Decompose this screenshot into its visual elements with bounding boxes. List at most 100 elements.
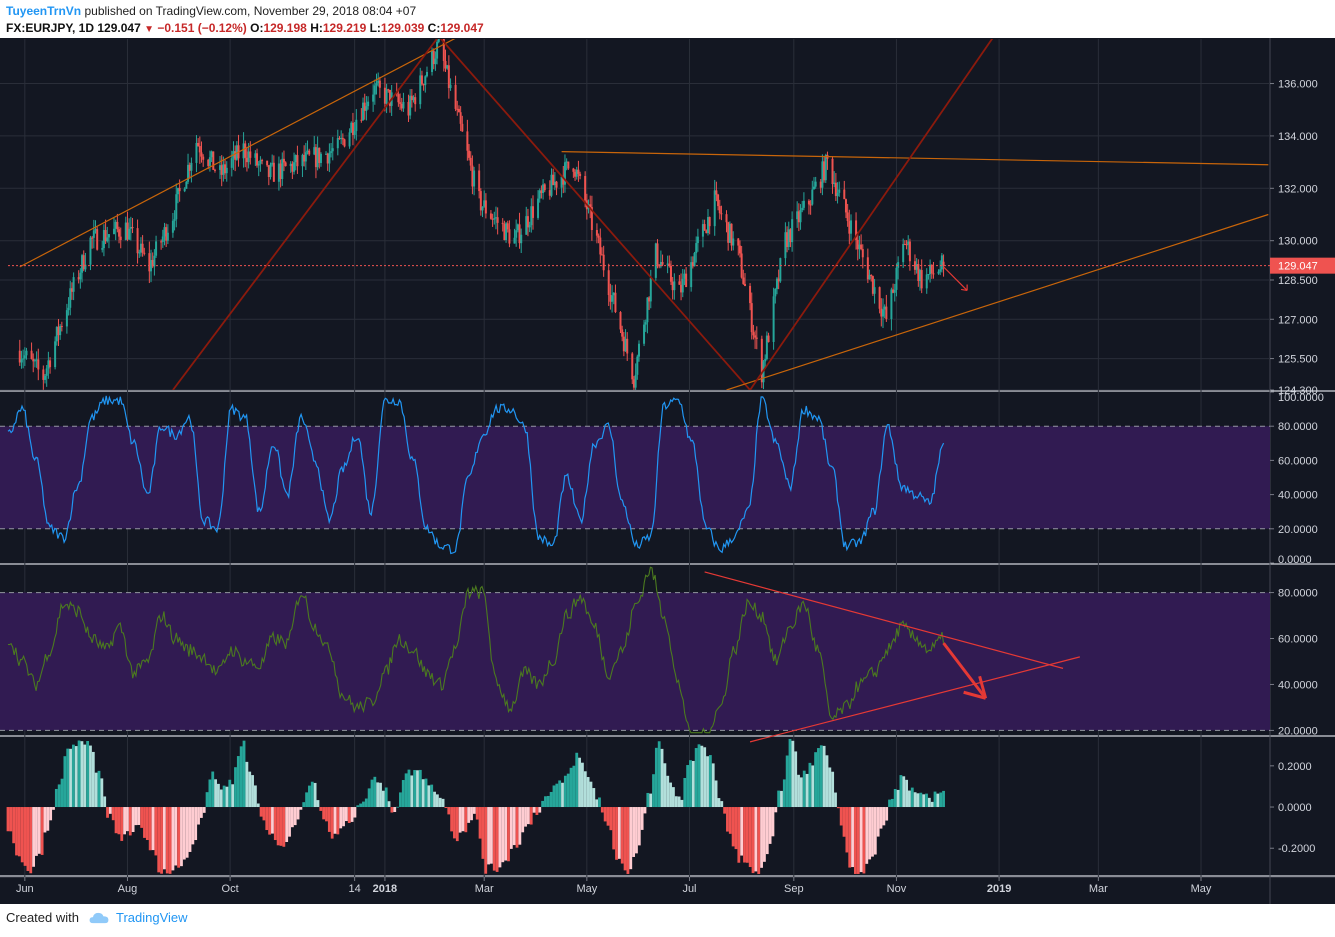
- time-axis-label: Mar: [475, 883, 494, 895]
- candle-body: [187, 164, 190, 182]
- histogram-bar: [43, 807, 47, 833]
- price-axis-label: 124.300: [1278, 385, 1318, 397]
- candle-body: [136, 228, 139, 254]
- candle-body: [846, 212, 849, 222]
- candle-body: [919, 270, 922, 281]
- candle-body: [35, 359, 38, 361]
- tradingview-link[interactable]: TradingView: [115, 910, 188, 925]
- histogram-bar: [339, 807, 343, 829]
- candle-body: [420, 75, 423, 85]
- price-axis-label: 134.000: [1278, 131, 1318, 143]
- candle-body: [659, 261, 662, 267]
- candle-body: [777, 278, 780, 282]
- histogram-bar: [711, 763, 715, 808]
- candle-body: [550, 174, 553, 196]
- histogram-bar: [202, 807, 206, 813]
- oscillator-axis-label: 40.0000: [1278, 679, 1318, 691]
- histogram-bar: [728, 807, 732, 834]
- histogram-bar: [635, 807, 638, 854]
- histogram-bar: [222, 785, 226, 808]
- histogram-bar: [15, 807, 18, 856]
- symbol-label[interactable]: FX:EURJPY, 1D: [6, 21, 95, 35]
- candle-body: [881, 309, 884, 317]
- histogram-bar: [26, 807, 30, 871]
- candle-body: [727, 222, 730, 243]
- histogram-bar: [103, 796, 107, 808]
- histogram-bar: [80, 741, 84, 808]
- candle-body: [858, 244, 861, 250]
- histogram-bar: [908, 790, 911, 808]
- candle-body: [868, 274, 871, 280]
- candle-body: [915, 264, 918, 270]
- histogram-bar: [902, 776, 906, 808]
- histogram-bar: [265, 807, 269, 831]
- candle-body: [749, 285, 752, 304]
- candle-body: [834, 182, 837, 197]
- histogram-bar: [66, 748, 70, 808]
- histogram-bar: [35, 807, 38, 856]
- low-label: L:: [369, 21, 381, 35]
- candle-body: [718, 206, 721, 214]
- candle-body: [473, 170, 476, 187]
- candle-body: [303, 154, 306, 162]
- candle-body: [375, 83, 378, 86]
- candle-body: [468, 150, 471, 158]
- histogram-bar: [854, 807, 857, 874]
- histogram-bar: [140, 807, 144, 828]
- oscillator-arrow: [942, 642, 987, 700]
- histogram-bar: [165, 807, 169, 874]
- candle-body: [937, 271, 940, 274]
- candle-body: [336, 138, 339, 149]
- histogram-bar: [836, 807, 840, 809]
- histogram-bar: [413, 770, 417, 808]
- candle-body: [94, 229, 97, 231]
- candle-body: [626, 338, 629, 354]
- candle-body: [355, 119, 358, 132]
- candle-body: [437, 39, 440, 42]
- candle-body: [772, 296, 775, 342]
- histogram-bar: [868, 807, 872, 860]
- candle-body: [505, 223, 508, 241]
- histogram-bar: [225, 786, 229, 808]
- histogram-bar: [106, 807, 109, 818]
- histogram-bar: [362, 801, 365, 808]
- histogram-bar: [333, 807, 337, 834]
- candle-body: [892, 289, 895, 293]
- candle-body: [198, 146, 201, 153]
- histogram-bar: [219, 789, 223, 808]
- histogram-bar: [797, 774, 800, 808]
- histogram-bar: [606, 807, 610, 826]
- histogram-bar: [922, 794, 926, 808]
- histogram-bar: [20, 807, 24, 863]
- candle-body: [715, 190, 718, 195]
- chart-canvas[interactable]: Jun Aug Oct 14 2018 Mar May Jul Sep Nov 2019 Mar May…: [0, 38, 1335, 904]
- histogram-bar: [526, 807, 530, 825]
- histogram-bar: [180, 807, 183, 867]
- author-link[interactable]: TuyeenTrnVn: [6, 4, 82, 18]
- time-axis-label: 2019: [987, 883, 1011, 895]
- histogram-bar: [160, 807, 163, 874]
- candle-body: [703, 224, 706, 231]
- histogram-bar: [771, 807, 775, 837]
- histogram-bar: [182, 807, 186, 860]
- histogram-bar: [134, 807, 138, 826]
- histogram-bar: [811, 765, 815, 808]
- candle-body: [207, 159, 210, 166]
- published-text: published on TradingView.com, November 2…: [84, 4, 417, 18]
- histogram-bar: [905, 779, 908, 808]
- trendline: [439, 39, 751, 390]
- candle-body: [153, 255, 156, 267]
- candle-body: [101, 248, 104, 250]
- histogram-bar: [430, 784, 434, 808]
- histogram-bar: [654, 747, 658, 808]
- candle-body: [508, 229, 511, 244]
- histogram-bar: [865, 807, 869, 864]
- trendline: [19, 39, 456, 268]
- candle-body: [301, 154, 304, 167]
- candle-body: [171, 220, 174, 233]
- histogram-bar: [60, 778, 64, 808]
- candle-body: [671, 281, 674, 291]
- candle-body: [325, 153, 328, 155]
- histogram-bar: [288, 807, 291, 837]
- candle-body: [338, 138, 341, 140]
